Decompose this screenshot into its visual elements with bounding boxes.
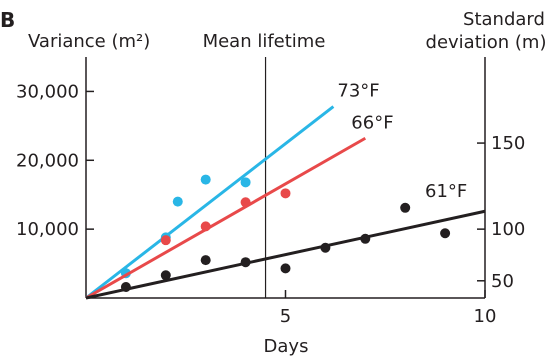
y-left-tick-label-10000: 10,000 [16,219,79,240]
y-axis-label-right-line-2: deviation (m) [426,32,547,53]
data-point-66f-0 [160,235,171,246]
mean-lifetime-label: Mean lifetime [203,31,326,52]
y-left-tick-label-20000: 20,000 [16,150,79,171]
data-point-61f-1 [160,270,171,281]
data-point-73f-2 [172,196,183,207]
series-label-73f: 73°F [337,81,379,102]
data-point-66f-3 [280,188,291,199]
x-ticks: 5 10 [280,290,497,327]
fit-line-73f [85,105,335,300]
data-point-73f-3 [200,174,211,185]
data-point-61f-3 [240,257,251,268]
data-point-61f-5 [320,242,331,253]
series-label-61f: 61°F [425,181,467,202]
data-point-61f-2 [200,255,211,266]
y-axis-label-right-line-1: Standard [463,9,545,30]
x-axis-label: Days [264,336,309,357]
y-right-tick-label-100: 100 [491,219,525,240]
y-axis-label-left: Variance (m²) [28,31,150,52]
series-66f: 66°F [85,112,394,300]
data-point-61f-0 [120,281,131,292]
data-point-66f-2 [240,197,251,208]
fit-line-61f [85,209,486,300]
y-left-tick-label-30000: 30,000 [16,81,79,102]
data-point-66f-1 [200,221,211,232]
y-right-tick-label-150: 150 [491,133,525,154]
series-group: 73°F 66°F 61°F [85,81,486,300]
data-point-61f-8 [440,228,451,239]
x-tick-label-10: 10 [474,306,497,327]
data-point-61f-7 [400,202,411,213]
y-ticks-right: 50 100 150 [477,133,525,292]
x-tick-label-5: 5 [280,306,291,327]
data-point-61f-6 [360,233,371,244]
data-point-73f-4 [240,177,251,188]
panel-label: B [0,8,15,32]
fit-line-66f [85,136,367,300]
series-61f: 61°F [85,181,486,300]
y-right-tick-label-50: 50 [491,271,514,292]
series-label-66f: 66°F [351,112,393,133]
y-ticks-left: 10,000 20,000 30,000 [16,81,94,240]
series-73f: 73°F [85,81,380,300]
data-point-61f-4 [280,263,291,274]
